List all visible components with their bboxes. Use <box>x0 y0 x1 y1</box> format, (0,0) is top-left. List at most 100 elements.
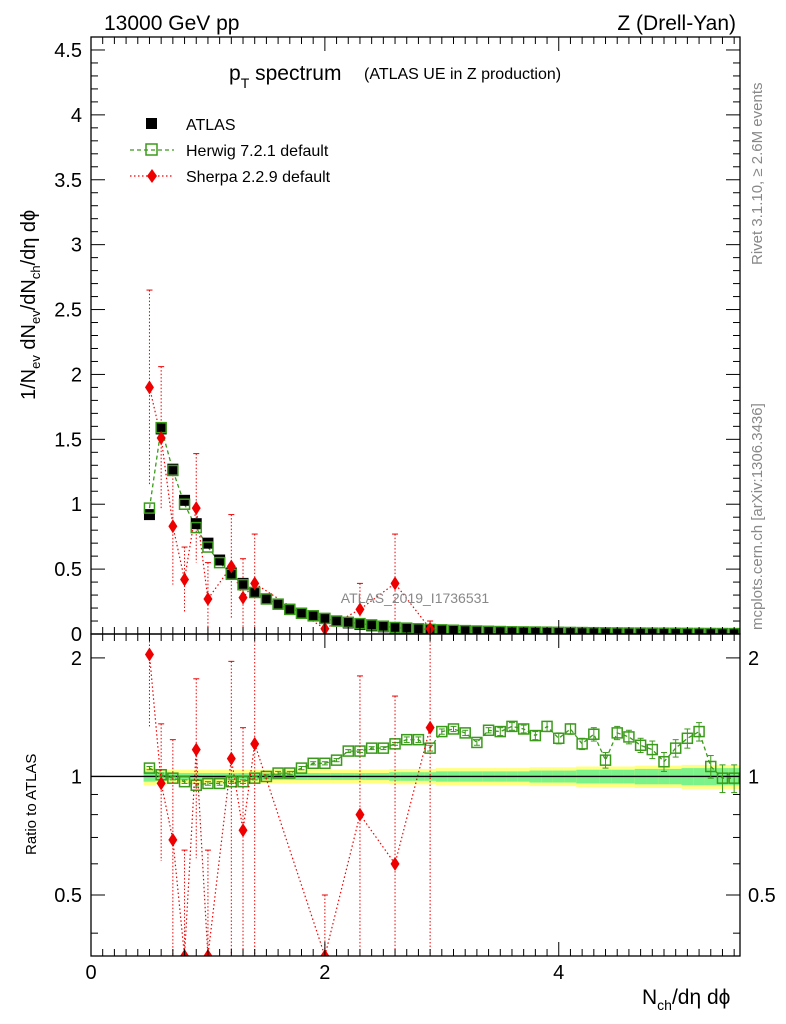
herwig-point <box>459 624 471 634</box>
ratio-herwig-point <box>260 770 273 783</box>
legend: ATLAS Herwig 7.2.1 default Sherpa 2.2.9 … <box>130 117 331 186</box>
herwig-point <box>143 502 156 514</box>
x-axis-label-rest: /dη dϕ <box>672 986 730 1009</box>
ratio-herwig-point <box>412 733 425 746</box>
atlas-point <box>377 621 389 633</box>
main-y-tick-label: 1 <box>71 494 82 516</box>
x-tick-label: 4 <box>553 962 564 984</box>
ratio-herwig-point <box>284 767 296 779</box>
ratio-herwig-point <box>307 757 319 770</box>
atlas-point <box>143 509 155 521</box>
main-y-tick-label: 4 <box>71 105 82 127</box>
ratio-herwig-point <box>202 777 214 790</box>
atlas-point <box>295 607 307 619</box>
ratio-herwig-point <box>658 755 670 768</box>
ratio-herwig-point <box>190 779 202 791</box>
ratio-herwig-point <box>237 775 249 788</box>
herwig-point <box>482 625 495 634</box>
sherpa-point <box>144 380 154 395</box>
main-y-tick-label: 1.5 <box>54 429 82 451</box>
legend-sherpa-marker <box>147 169 157 183</box>
herwig-point <box>506 626 518 634</box>
sherpa-point <box>355 602 365 617</box>
ratio-herwig-point <box>669 742 682 754</box>
y-axis-label: 1/Nev dNev/dNch/dη dϕ <box>18 210 43 400</box>
legend-herwig-marker <box>145 143 158 156</box>
header-left: 13000 GeV pp <box>104 12 239 35</box>
sherpa-point <box>180 572 190 587</box>
ratio-herwig-point <box>634 739 647 752</box>
ratio-herwig-point <box>494 725 507 738</box>
ratio-herwig-point <box>447 723 460 735</box>
main-y-tick-label: 0.5 <box>54 559 82 581</box>
plot-title-sub: T <box>241 75 250 91</box>
ratio-herwig-point <box>213 777 226 790</box>
ratio-y-tick-label: 2 <box>71 648 82 670</box>
ratio-herwig-point <box>342 745 355 757</box>
main-panel: ATLAS_2019_I1736531 0 0.5 1 1.5 2 2.5 3 3.5 4 4.5… <box>18 36 741 646</box>
x-tick-label: 2 <box>319 962 330 984</box>
ratio-y-tick-label-right: 0.5 <box>748 885 776 907</box>
ratio-herwig-point <box>576 738 588 750</box>
ratio-herwig-point <box>377 742 390 754</box>
watermark: ATLAS_2019_I1736531 <box>341 590 490 606</box>
ratio-herwig-point <box>681 732 694 745</box>
ratio-y-tick-label: 1 <box>71 766 82 788</box>
ratio-sherpa-point <box>355 807 365 822</box>
ratio-herwig-point <box>517 723 530 735</box>
sherpa-point <box>390 576 400 591</box>
ratio-herwig-point <box>728 772 740 784</box>
ratio-herwig-point <box>529 729 542 742</box>
main-y-tick-label: 3 <box>71 235 82 257</box>
herwig-point <box>202 541 214 553</box>
atlas-point <box>272 598 284 610</box>
atlas-point <box>331 615 343 627</box>
ratio-herwig-point <box>471 736 483 749</box>
atlas-point <box>237 577 249 589</box>
ratio-y-tick-label-right: 1 <box>748 766 759 788</box>
legend-herwig-label: Herwig 7.2.1 default <box>186 143 329 160</box>
sherpa-point <box>191 501 201 516</box>
herwig-point <box>494 625 507 634</box>
ratio-herwig-point <box>588 728 600 740</box>
ratio-sherpa-point <box>390 856 400 871</box>
ratio-axes: 0 2 4 0.5 0.5 1 1 2 2 <box>54 634 776 984</box>
main-y-tick-label: 2.5 <box>54 300 82 322</box>
herwig-point <box>237 578 249 591</box>
sherpa-point <box>250 576 260 591</box>
ratio-panel: 0 2 4 0.5 0.5 1 1 2 2 Ratio to ATLAS <box>23 633 776 984</box>
herwig-point <box>330 615 343 627</box>
atlas-point <box>260 593 272 605</box>
ratio-herwig-point <box>552 732 565 745</box>
atlas-point <box>307 610 319 622</box>
herwig-point <box>213 556 226 569</box>
herwig-point <box>178 498 191 510</box>
atlas-point <box>284 603 296 615</box>
header-right: Z (Drell-Yan) <box>617 12 736 35</box>
atlas-point <box>342 617 354 629</box>
ratio-y-label: Ratio to ATLAS <box>23 754 40 855</box>
plot-title-main: p <box>229 62 241 85</box>
ratio-herwig-point <box>330 754 343 766</box>
ratio-herwig-point <box>646 743 659 756</box>
ratio-herwig-point <box>365 742 378 754</box>
legend-atlas-marker <box>146 118 157 129</box>
ratio-herwig-point <box>541 720 553 733</box>
legend-sherpa-label: Sherpa 2.2.9 default <box>186 169 331 186</box>
atlas-point <box>214 554 226 566</box>
sherpa-point <box>203 591 213 606</box>
legend-atlas-label: ATLAS <box>186 117 236 134</box>
ratio-herwig-point <box>436 725 448 738</box>
x-axis-label-sub: ch <box>657 997 672 1013</box>
x-axis-label: Nch/dη dϕ <box>642 986 730 1013</box>
sherpa-point <box>156 431 166 446</box>
ratio-herwig-point <box>564 723 577 735</box>
main-y-tick-label: 2 <box>71 364 82 386</box>
ratio-herwig-point <box>167 772 179 784</box>
ratio-herwig-point <box>272 767 284 779</box>
main-y-tick-label: 0 <box>71 624 82 646</box>
ratio-herwig-point <box>599 754 612 766</box>
atlas-point <box>366 620 378 632</box>
ratio-sherpa-point <box>238 823 248 838</box>
